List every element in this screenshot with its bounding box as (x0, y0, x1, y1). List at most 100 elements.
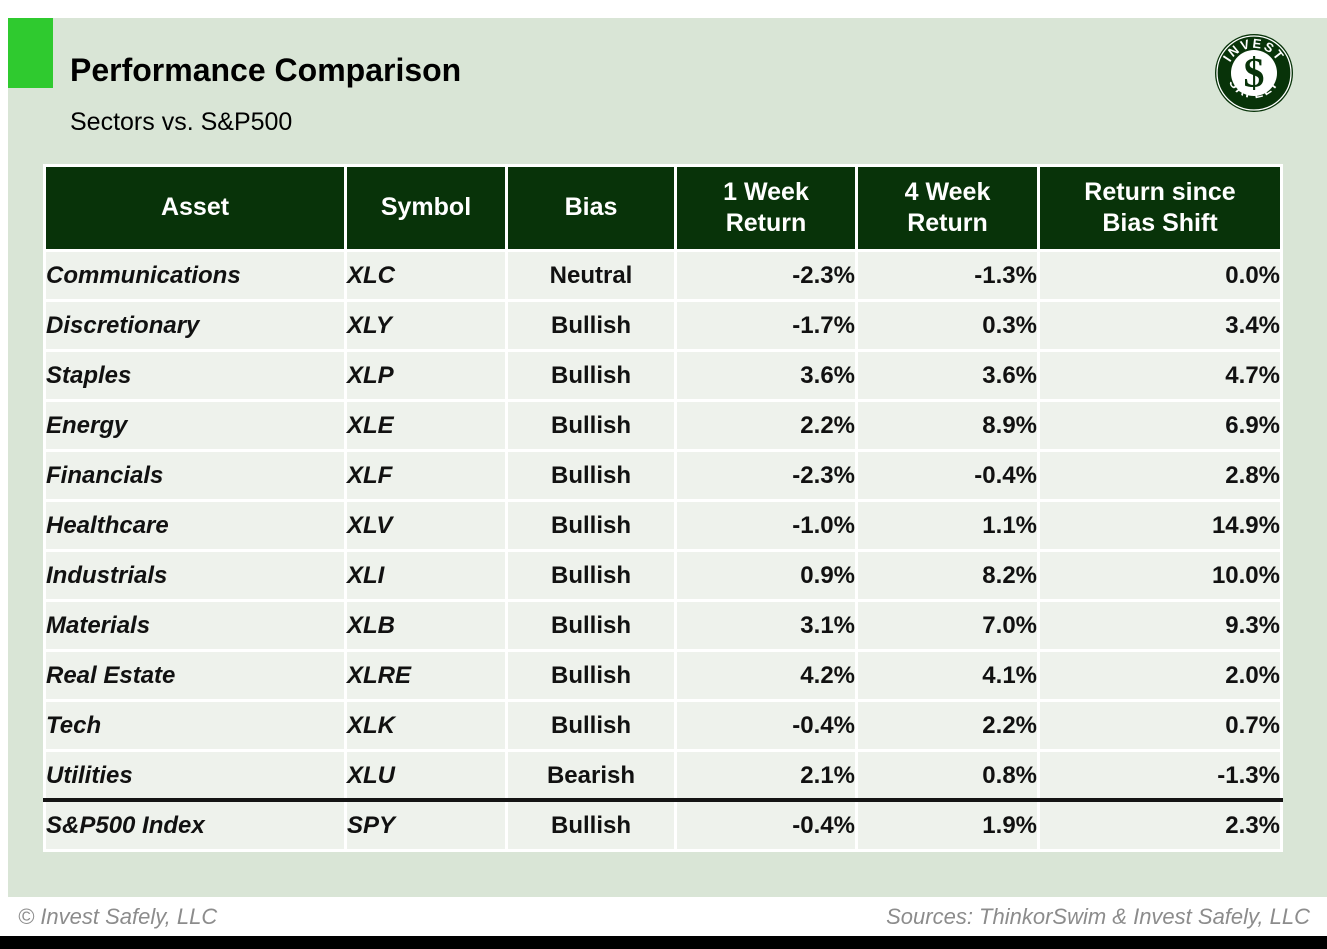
cell-symbol: XLV (347, 502, 505, 549)
cell-asset: Real Estate (46, 652, 344, 699)
cell-symbol: XLU (347, 752, 505, 799)
bottom-bar (0, 936, 1327, 949)
cell-asset: Discretionary (46, 302, 344, 349)
col-header-4-week-return: 4 Week Return (858, 167, 1037, 249)
cell-return-2: 2.0% (1040, 652, 1280, 699)
cell-return-0: -2.3% (677, 252, 855, 299)
table-row: Communications XLC Neutral -2.3% -1.3% 0.0% (46, 252, 1280, 299)
cell-symbol: XLRE (347, 652, 505, 699)
col-header-label: 1 Week (723, 177, 809, 206)
cell-bias: Bullish (508, 452, 674, 499)
cell-bias: Bullish (508, 502, 674, 549)
cell-symbol: XLK (347, 702, 505, 749)
cell-asset: Tech (46, 702, 344, 749)
cell-return-2: 2.8% (1040, 452, 1280, 499)
cell-symbol: SPY (347, 802, 505, 849)
cell-asset: Communications (46, 252, 344, 299)
cell-return-1: 7.0% (858, 602, 1037, 649)
col-header-asset: Asset (46, 167, 344, 249)
cell-return-0: 2.1% (677, 752, 855, 799)
cell-asset: Staples (46, 352, 344, 399)
col-header-1-week-return: 1 Week Return (677, 167, 855, 249)
cell-bias: Bearish (508, 752, 674, 799)
col-header-return-since-bias-shift: Return since Bias Shift (1040, 167, 1280, 249)
cell-return-1: 3.6% (858, 352, 1037, 399)
accent-square (8, 18, 53, 88)
sources-text: Sources: ThinkorSwim & Invest Safely, LL… (886, 904, 1310, 929)
cell-return-2: 2.3% (1040, 802, 1280, 849)
cell-symbol: XLB (347, 602, 505, 649)
cell-return-1: 1.1% (858, 502, 1037, 549)
cell-return-1: 8.9% (858, 402, 1037, 449)
cell-return-2: 3.4% (1040, 302, 1280, 349)
col-header-label: Symbol (380, 193, 472, 222)
table-row: Staples XLP Bullish 3.6% 3.6% 4.7% (46, 352, 1280, 399)
table-row: Healthcare XLV Bullish -1.0% 1.1% 14.9% (46, 502, 1280, 549)
cell-symbol: XLY (347, 302, 505, 349)
cell-return-0: -1.0% (677, 502, 855, 549)
cell-return-0: 2.2% (677, 402, 855, 449)
cell-return-1: -1.3% (858, 252, 1037, 299)
cell-asset: Financials (46, 452, 344, 499)
cell-asset: Energy (46, 402, 344, 449)
cell-return-2: 14.9% (1040, 502, 1280, 549)
cell-asset: Industrials (46, 552, 344, 599)
page-subtitle: Sectors vs. S&P500 (70, 108, 293, 136)
cell-return-1: 0.3% (858, 302, 1037, 349)
cell-return-1: 4.1% (858, 652, 1037, 699)
cell-bias: Bullish (508, 552, 674, 599)
cell-return-0: 4.2% (677, 652, 855, 699)
table-row: Energy XLE Bullish 2.2% 8.9% 6.9% (46, 402, 1280, 449)
cell-symbol: XLF (347, 452, 505, 499)
performance-table: Asset Symbol Bias 1 Week Return 4 Week R… (43, 164, 1283, 852)
cell-return-1: 8.2% (858, 552, 1037, 599)
table-row: Tech XLK Bullish -0.4% 2.2% 0.7% (46, 702, 1280, 749)
logo-inner-disc (1231, 50, 1277, 96)
cell-bias: Bullish (508, 602, 674, 649)
cell-return-0: -0.4% (677, 802, 855, 849)
cell-bias: Bullish (508, 402, 674, 449)
cell-return-2: 10.0% (1040, 552, 1280, 599)
logo-rim-ring (1216, 35, 1292, 111)
cell-return-1: -0.4% (858, 452, 1037, 499)
cell-bias: Bullish (508, 802, 674, 849)
cell-bias: Neutral (508, 252, 674, 299)
cell-return-0: -1.7% (677, 302, 855, 349)
cell-bias: Bullish (508, 302, 674, 349)
col-header-bias: Bias (508, 167, 674, 249)
cell-asset: S&P500 Index (46, 802, 344, 849)
table-row-index: S&P500 Index SPY Bullish -0.4% 1.9% 2.3% (46, 802, 1280, 849)
cell-return-0: -2.3% (677, 452, 855, 499)
cell-return-2: 6.9% (1040, 402, 1280, 449)
cell-bias: Bullish (508, 652, 674, 699)
cell-symbol: XLE (347, 402, 505, 449)
col-header-label: Return since (1084, 177, 1236, 206)
cell-return-2: 4.7% (1040, 352, 1280, 399)
page-title: Performance Comparison (70, 52, 462, 88)
cell-return-1: 0.8% (858, 752, 1037, 799)
table-row: Real Estate XLRE Bullish 4.2% 4.1% 2.0% (46, 652, 1280, 699)
copyright-text: © Invest Safely, LLC (18, 904, 218, 929)
cell-asset: Materials (46, 602, 344, 649)
cell-return-1: 2.2% (858, 702, 1037, 749)
cell-asset: Healthcare (46, 502, 344, 549)
col-header-label: 4 Week (904, 177, 991, 206)
table-row: Discretionary XLY Bullish -1.7% 0.3% 3.4% (46, 302, 1280, 349)
footer: © Invest Safely, LLC Sources: ThinkorSwi… (18, 901, 1310, 933)
cell-return-2: 0.0% (1040, 252, 1280, 299)
col-header-symbol: Symbol (347, 167, 505, 249)
cell-return-0: 3.6% (677, 352, 855, 399)
table-row: Materials XLB Bullish 3.1% 7.0% 9.3% (46, 602, 1280, 649)
cell-symbol: XLC (347, 252, 505, 299)
cell-symbol: XLI (347, 552, 505, 599)
logo-monogram: $ (1244, 51, 1265, 97)
cell-return-0: -0.4% (677, 702, 855, 749)
cell-symbol: XLP (347, 352, 505, 399)
header-row: Asset Symbol Bias 1 Week Return 4 Week R… (46, 167, 1280, 249)
cell-return-2: 0.7% (1040, 702, 1280, 749)
table-row: Financials XLF Bullish -2.3% -0.4% 2.8% (46, 452, 1280, 499)
cell-asset: Utilities (46, 752, 344, 799)
table-row: Industrials XLI Bullish 0.9% 8.2% 10.0% (46, 552, 1280, 599)
cell-return-1: 1.9% (858, 802, 1037, 849)
col-header-label: Bias (564, 193, 618, 222)
